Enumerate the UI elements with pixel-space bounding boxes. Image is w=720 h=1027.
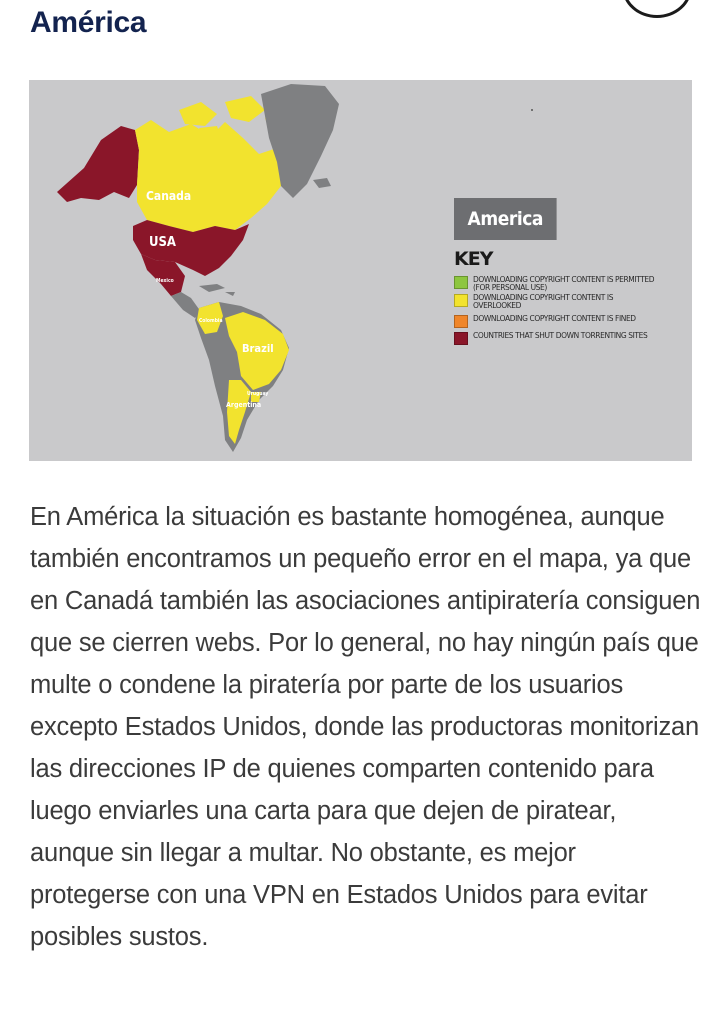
- legend-swatch-green: [454, 276, 468, 289]
- legend-item-overlooked: DOWNLOADING COPYRIGHT CONTENT IS OVERLOO…: [454, 294, 663, 310]
- legend-swatch-orange: [454, 315, 468, 328]
- legend-swatch-yellow: [454, 294, 468, 307]
- caribbean-shape: [199, 284, 235, 296]
- legend-title: KEY: [454, 248, 493, 270]
- canada-shape: [135, 120, 287, 232]
- legend-text-fined: DOWNLOADING COPYRIGHT CONTENT IS FINED: [473, 314, 636, 323]
- legend-swatch-red: [454, 332, 468, 345]
- legend-item-permitted: DOWNLOADING COPYRIGHT CONTENT IS PERMITT…: [454, 276, 663, 292]
- greenland-shape: [261, 84, 339, 198]
- legend-item-fined: DOWNLOADING COPYRIGHT CONTENT IS FINED: [454, 315, 663, 328]
- label-mexico: Mexico: [156, 278, 174, 284]
- colombia-shape: [197, 302, 223, 334]
- article-paragraph: En América la situación es bastante homo…: [30, 503, 701, 951]
- argentina-shape: [227, 380, 251, 444]
- section-heading: América: [30, 6, 147, 39]
- legend-text-shutdown: COUNTRIES THAT SHUT DOWN TORRENTING SITE…: [473, 331, 648, 340]
- label-canada: Canada: [146, 189, 192, 203]
- legend-text-overlooked: DOWNLOADING COPYRIGHT CONTENT IS OVERLOO…: [473, 293, 614, 310]
- legend-text-permitted: DOWNLOADING COPYRIGHT CONTENT IS PERMITT…: [473, 275, 655, 292]
- usa-shape: [133, 220, 249, 276]
- label-brazil: Brazil: [242, 342, 274, 355]
- legend-item-shutdown: COUNTRIES THAT SHUT DOWN TORRENTING SITE…: [454, 332, 663, 345]
- mexico-shape: [141, 254, 185, 296]
- brazil-shape: [225, 312, 289, 390]
- label-usa: USA: [149, 235, 176, 250]
- piracy-map-image: Canada USA Mexico Colombia Brazil Urugua…: [29, 80, 692, 461]
- label-colombia: Colombia: [199, 318, 223, 324]
- label-uruguay: Uruguay: [247, 391, 269, 397]
- alaska-shape: [57, 126, 139, 202]
- label-argentina: Argentina: [226, 401, 262, 409]
- arctic-islands-shape: [179, 96, 299, 140]
- americas-map-drawing: [57, 84, 533, 452]
- floating-action-button[interactable]: [622, 0, 692, 18]
- uruguay-shape: [251, 392, 261, 402]
- central-america-shape: [171, 292, 201, 318]
- iceland-shape: [313, 178, 331, 188]
- map-title-box: America: [454, 198, 557, 240]
